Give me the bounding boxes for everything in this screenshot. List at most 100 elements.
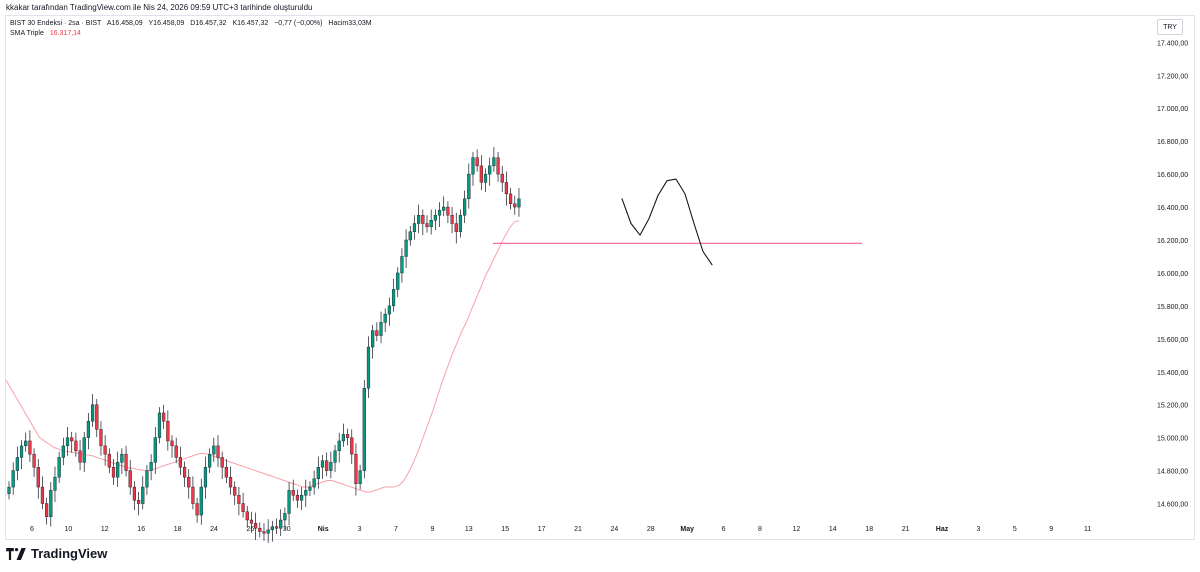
candle-body <box>517 198 521 208</box>
candle-body <box>312 478 316 488</box>
time-tick-label: 12 <box>101 526 109 533</box>
time-tick-label: 3 <box>358 526 362 533</box>
ohlc-open: A16.458,09 <box>106 20 143 27</box>
time-tick-label: 5 <box>1013 526 1017 533</box>
candle-body <box>149 462 153 471</box>
candle-body <box>316 467 320 480</box>
candle-body <box>500 173 504 183</box>
price-tick-label: 16.200,00 <box>1157 238 1188 245</box>
candle-body <box>111 467 116 478</box>
ohlc-low: D16.457,32 <box>190 20 227 27</box>
price-tick-label: 17.200,00 <box>1157 73 1188 80</box>
time-tick-label: Haz <box>936 526 949 533</box>
candle-body <box>295 495 300 501</box>
price-tick-label: 15.200,00 <box>1157 403 1188 410</box>
candle-body <box>245 511 249 521</box>
candle-body <box>53 476 57 491</box>
price-tick-label: 17.400,00 <box>1157 40 1188 47</box>
candle-body <box>7 486 11 494</box>
candle-body <box>70 437 74 442</box>
candle-body <box>49 490 53 517</box>
currency-button[interactable]: TRY <box>1157 19 1183 35</box>
time-tick-label: 16 <box>137 526 145 533</box>
projection-layer <box>621 178 713 266</box>
candle-body <box>116 462 120 478</box>
ohlc-high: Y16.458,09 <box>148 20 185 27</box>
candle-body <box>492 157 496 167</box>
time-tick-label: 13 <box>465 526 473 533</box>
time-tick-label: 24 <box>210 526 218 533</box>
candle-body <box>15 457 19 471</box>
candle-body <box>504 182 509 195</box>
time-tick-label: 26 <box>247 526 255 533</box>
candle-body <box>195 503 199 516</box>
candle-body <box>132 486 136 501</box>
candle-body <box>429 220 433 228</box>
tradingview-logo[interactable]: TradingView <box>6 546 107 561</box>
candle-body <box>442 206 446 211</box>
time-tick-label: 12 <box>793 526 801 533</box>
symbol-name: BIST 30 Endeksi · 2sa · BIST <box>10 20 102 27</box>
candle-body <box>166 420 170 442</box>
time-tick-label: 9 <box>430 526 434 533</box>
sma-label[interactable]: SMA Triple <box>10 30 44 37</box>
time-tick-label: 18 <box>865 526 873 533</box>
candle-body <box>258 528 262 532</box>
candle-body <box>99 429 103 447</box>
candle-body <box>391 289 396 307</box>
candle-body <box>61 445 65 458</box>
candle-body <box>228 476 233 488</box>
candle-body <box>266 529 270 534</box>
candle-body <box>329 462 333 471</box>
candle-body <box>216 445 220 458</box>
candle-body <box>350 437 354 455</box>
time-tick-label: 24 <box>611 526 619 533</box>
sma-value: 16.317,14 <box>49 30 81 37</box>
candle-body <box>325 460 329 471</box>
candle-body <box>65 437 70 447</box>
candle-body <box>199 486 203 516</box>
ohlc-close: K16.457,32 <box>232 20 269 27</box>
ohlc-change: −0,77 (−0,00%) <box>274 20 323 27</box>
time-tick-label: 6 <box>30 526 34 533</box>
candle-body <box>362 388 366 471</box>
candle-body <box>396 272 400 290</box>
time-tick-label: 6 <box>722 526 726 533</box>
candle-body <box>379 322 383 336</box>
candle-body <box>262 531 266 534</box>
candle-body <box>19 445 24 458</box>
time-tick-label: 30 <box>283 526 291 533</box>
candle-body <box>354 453 358 484</box>
volume-value: Hacim33,03M <box>328 20 372 27</box>
candle-body <box>95 404 99 430</box>
candle-body <box>467 173 471 200</box>
symbol-legend: BIST 30 Endeksi · 2sa · BIST A16.458,09 … <box>10 20 376 27</box>
sma-line <box>5 220 520 493</box>
candle-body <box>371 330 375 348</box>
candle-body <box>488 165 492 175</box>
candle-body <box>170 440 174 447</box>
candle-body <box>400 256 404 274</box>
candle-body <box>283 513 287 521</box>
candle-body <box>162 412 166 422</box>
candle-body <box>383 313 387 323</box>
price-tick-label: 15.800,00 <box>1157 304 1188 311</box>
candle-body <box>375 330 379 336</box>
candle-body <box>471 157 475 175</box>
candle-body <box>337 440 341 452</box>
price-tick-label: 15.400,00 <box>1157 370 1188 377</box>
candle-body <box>208 453 212 468</box>
candle-body <box>220 457 224 468</box>
candle-body <box>433 215 437 221</box>
candle-body <box>450 215 454 224</box>
candle-body <box>454 223 458 232</box>
time-tick-label: 9 <box>1049 526 1053 533</box>
candle-body <box>128 470 132 488</box>
time-tick-label: 21 <box>574 526 582 533</box>
time-tick-label: 14 <box>829 526 837 533</box>
projection-path <box>621 178 713 266</box>
candle-body <box>45 503 49 517</box>
candle-body <box>270 526 274 531</box>
price-tick-label: 14.800,00 <box>1157 469 1188 476</box>
